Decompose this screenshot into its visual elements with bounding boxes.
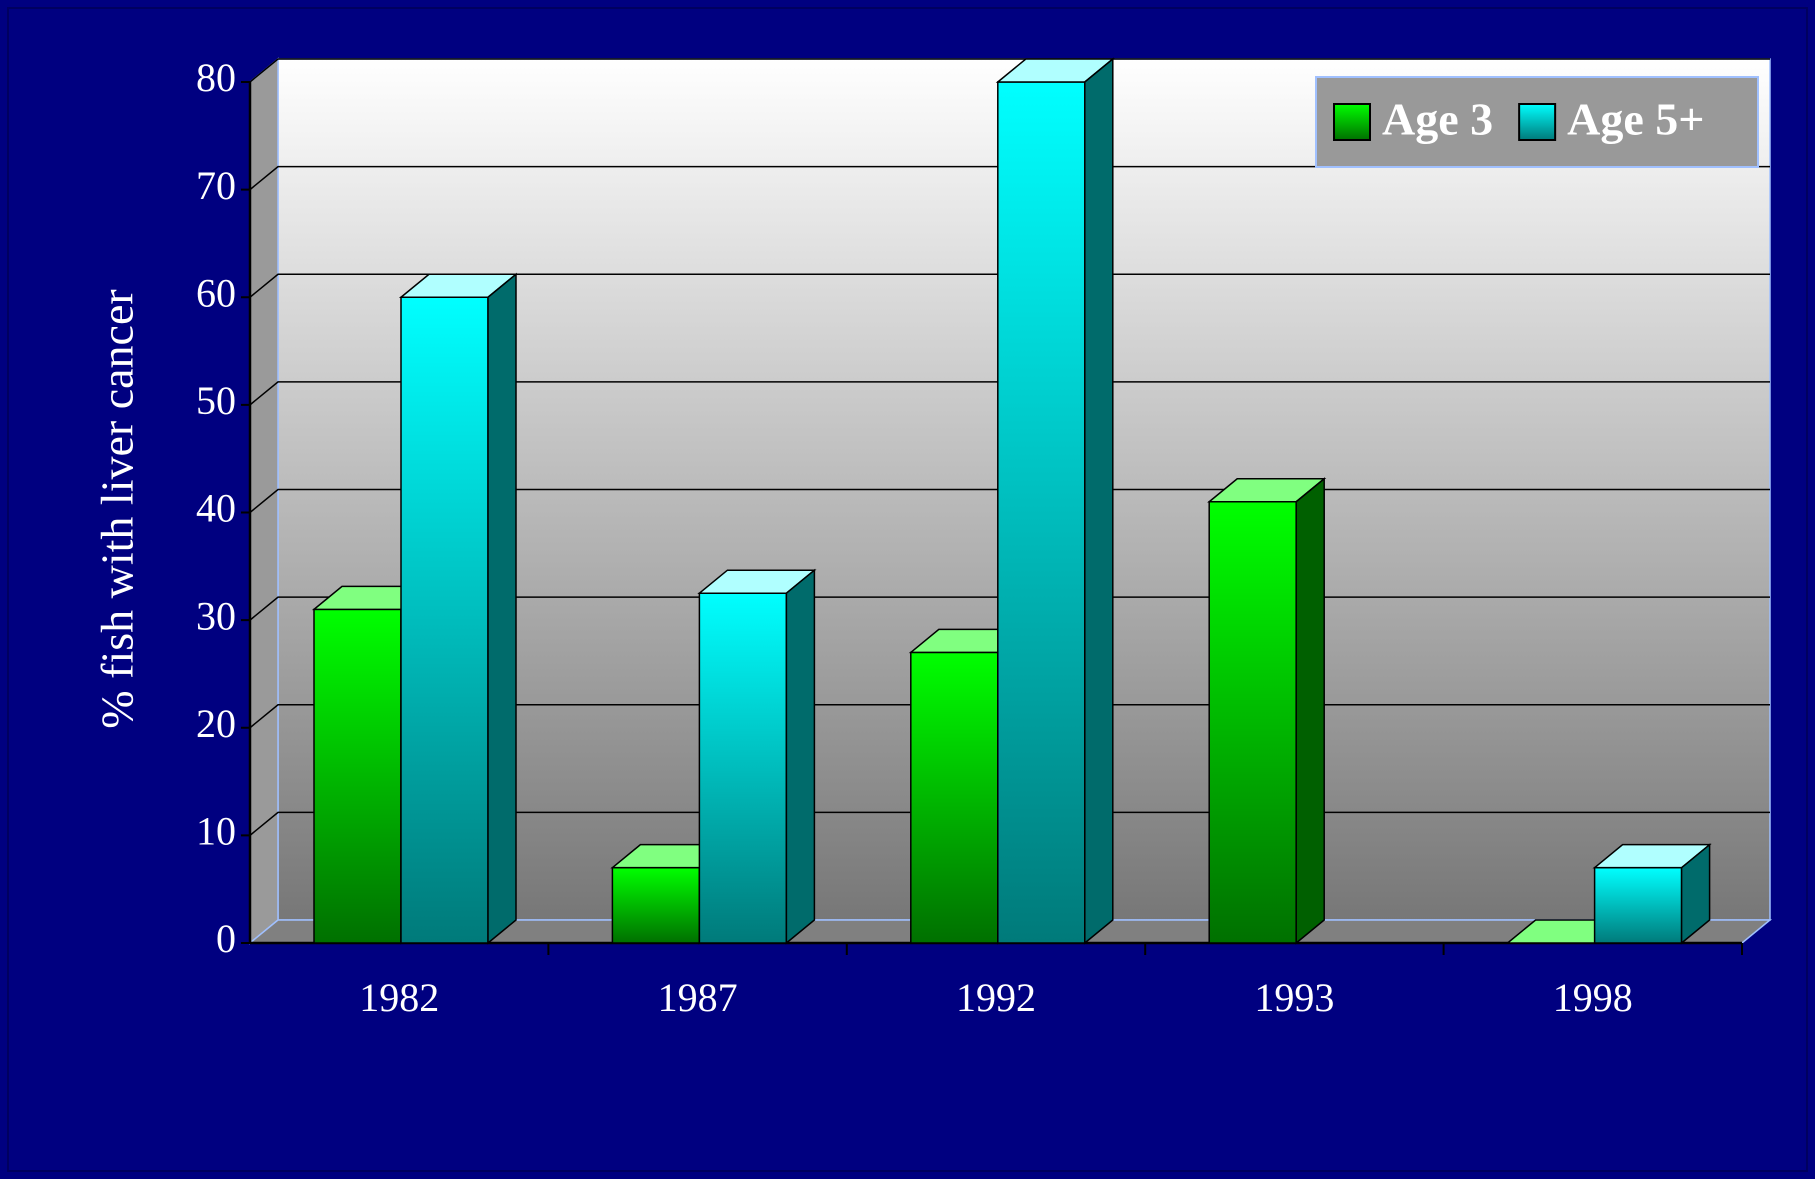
- y-tick-label: 20: [196, 701, 236, 746]
- bar-front: [611, 866, 701, 944]
- bar-front: [1593, 866, 1683, 944]
- legend-label: Age 5+: [1567, 94, 1704, 145]
- y-tick-label: 30: [196, 593, 236, 638]
- bar-front: [698, 592, 788, 944]
- frame: [7, 7, 1808, 1172]
- bar: [697, 568, 817, 945]
- bar-side: [1295, 477, 1325, 945]
- grid-line: [249, 165, 1770, 191]
- legend-swatch: [1518, 103, 1557, 141]
- bar-side: [1084, 57, 1114, 945]
- grid-line: [249, 58, 1770, 83]
- bar: [1207, 477, 1327, 945]
- bar: [398, 272, 519, 945]
- bar-front: [910, 651, 999, 944]
- y-tick-label: 50: [196, 378, 236, 423]
- y-tick-label: 70: [196, 163, 236, 208]
- bar-front: [313, 608, 402, 944]
- y-tick-label: 80: [196, 55, 236, 100]
- y-axis-label: % fish with liver cancer: [92, 289, 143, 728]
- y-tick-label: 0: [216, 916, 236, 961]
- x-tick-label: 1982: [359, 975, 439, 1020]
- x-tick-label: 1992: [956, 975, 1036, 1020]
- y-tick-label: 40: [196, 486, 236, 531]
- grid-line: [249, 381, 1770, 406]
- bar-side: [785, 568, 816, 945]
- y-tick-label: 10: [196, 809, 236, 854]
- y-tick-label: 60: [196, 270, 236, 315]
- bar-front: [400, 296, 489, 944]
- bar-front: [1208, 500, 1297, 944]
- x-tick-label: 1987: [658, 975, 738, 1020]
- bar: [1592, 843, 1712, 945]
- bar-side: [1680, 843, 1711, 945]
- x-tick-label: 1993: [1254, 975, 1334, 1020]
- bar-side: [487, 272, 517, 945]
- x-tick-label: 1998: [1553, 975, 1633, 1020]
- legend-label: Age 3: [1382, 94, 1493, 145]
- legend-swatch: [1333, 103, 1371, 141]
- grid-line: [249, 273, 1770, 298]
- bar: [995, 57, 1115, 945]
- bar-front: [997, 81, 1086, 944]
